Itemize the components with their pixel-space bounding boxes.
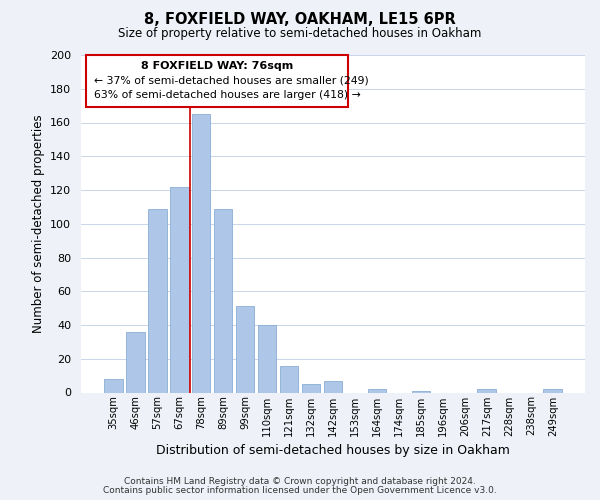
Bar — [323, 380, 343, 392]
Text: 8 FOXFIELD WAY: 76sqm: 8 FOXFIELD WAY: 76sqm — [141, 61, 293, 71]
Bar — [368, 389, 386, 392]
Bar — [148, 208, 167, 392]
FancyBboxPatch shape — [86, 55, 348, 108]
Bar — [258, 325, 277, 392]
Text: 63% of semi-detached houses are larger (418) →: 63% of semi-detached houses are larger (… — [94, 90, 361, 101]
Bar — [126, 332, 145, 392]
Text: ← 37% of semi-detached houses are smaller (249): ← 37% of semi-detached houses are smalle… — [94, 76, 368, 86]
Bar — [478, 389, 496, 392]
Text: Contains HM Land Registry data © Crown copyright and database right 2024.: Contains HM Land Registry data © Crown c… — [124, 477, 476, 486]
Bar — [280, 366, 298, 392]
Bar — [302, 384, 320, 392]
Bar — [192, 114, 211, 392]
Text: 8, FOXFIELD WAY, OAKHAM, LE15 6PR: 8, FOXFIELD WAY, OAKHAM, LE15 6PR — [144, 12, 456, 28]
Bar — [214, 208, 232, 392]
Bar — [412, 391, 430, 392]
Text: Contains public sector information licensed under the Open Government Licence v3: Contains public sector information licen… — [103, 486, 497, 495]
Bar — [170, 186, 188, 392]
X-axis label: Distribution of semi-detached houses by size in Oakham: Distribution of semi-detached houses by … — [156, 444, 510, 457]
Bar — [104, 379, 122, 392]
Text: Size of property relative to semi-detached houses in Oakham: Size of property relative to semi-detach… — [118, 28, 482, 40]
Bar — [544, 389, 562, 392]
Y-axis label: Number of semi-detached properties: Number of semi-detached properties — [32, 114, 44, 333]
Bar — [236, 306, 254, 392]
